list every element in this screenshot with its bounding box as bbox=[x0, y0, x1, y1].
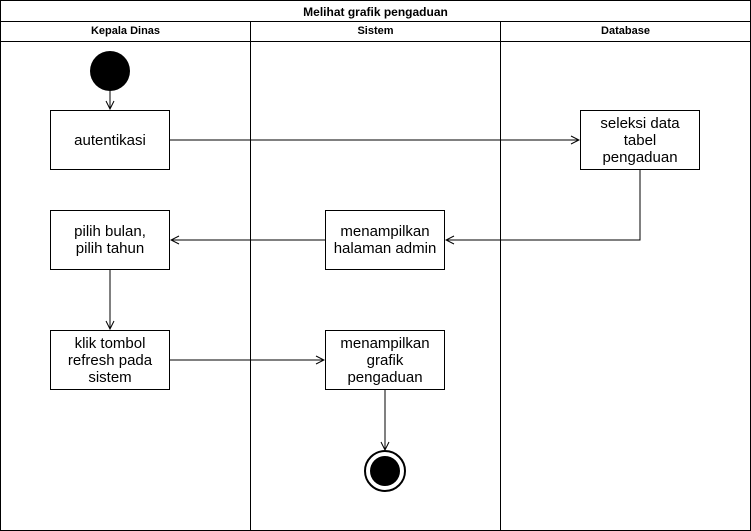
swimlane-header-kepala-dinas: Kepala Dinas bbox=[1, 22, 250, 42]
activity-menampilkan-halaman-admin: menampilkan halaman admin bbox=[325, 210, 445, 270]
activity-pilih-bulan-tahun: pilih bulan, pilih tahun bbox=[50, 210, 170, 270]
swimlane-header-sistem: Sistem bbox=[251, 22, 500, 42]
initial-node bbox=[90, 51, 130, 91]
activity-klik-tombol-refresh: klik tombol refresh pada sistem bbox=[50, 330, 170, 390]
swimlane-header-database: Database bbox=[501, 22, 750, 42]
final-node-inner bbox=[370, 456, 400, 486]
activity-autentikasi: autentikasi bbox=[50, 110, 170, 170]
activity-seleksi-data: seleksi data tabel pengaduan bbox=[580, 110, 700, 170]
flow-seleksi-to-menampilkan-admin bbox=[446, 170, 641, 240]
activity-menampilkan-grafik: menampilkan grafik pengaduan bbox=[325, 330, 445, 390]
